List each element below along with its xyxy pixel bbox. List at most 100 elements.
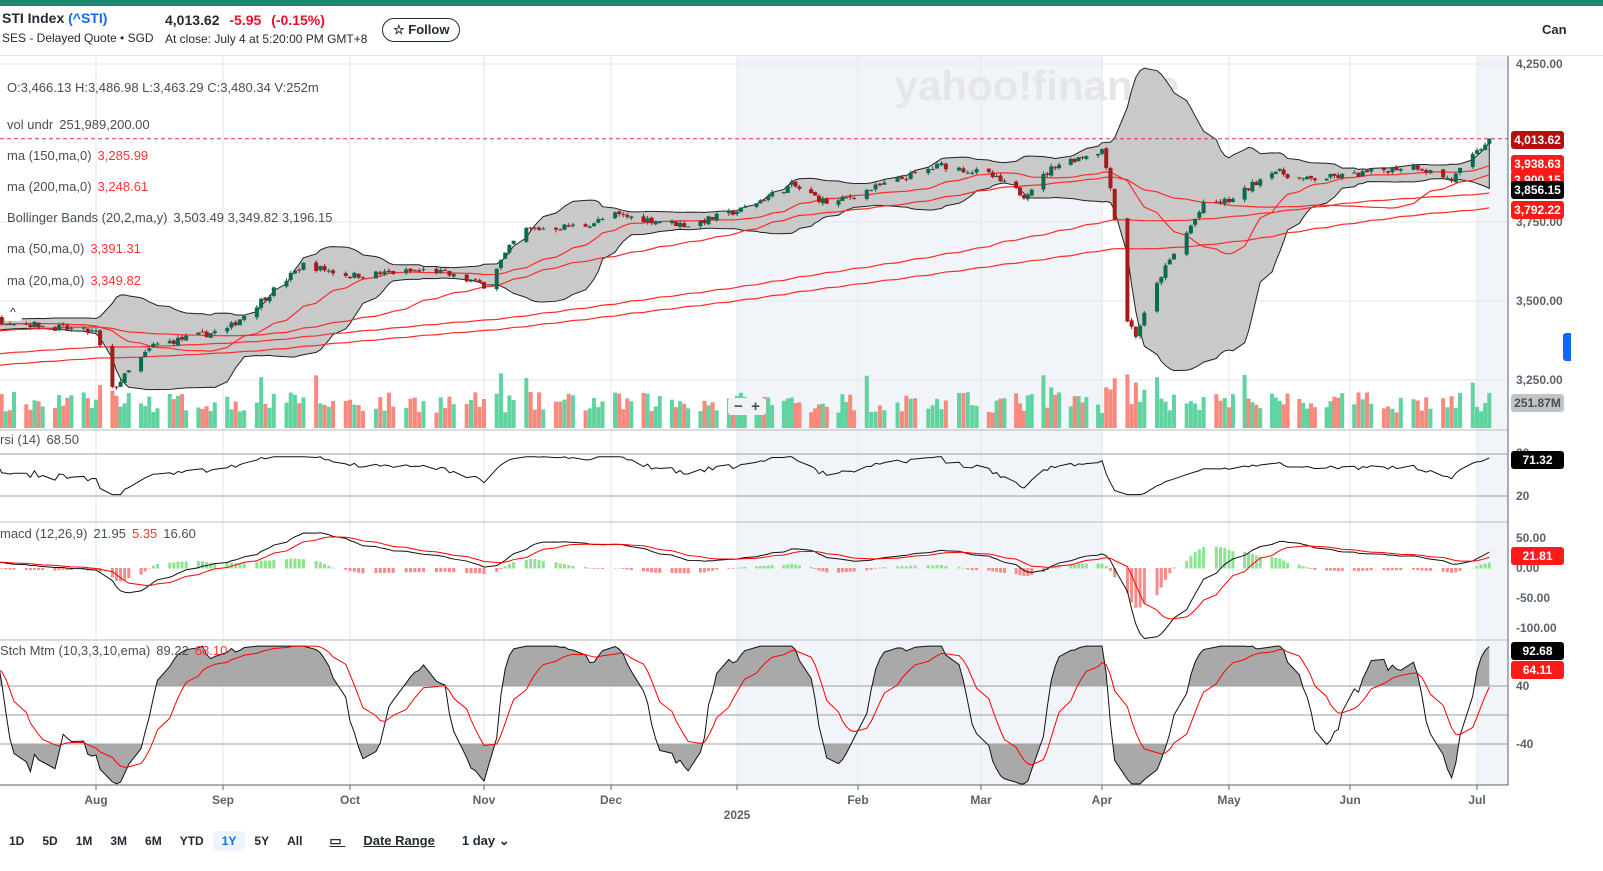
candle-body [836, 200, 841, 205]
volume-bar [714, 410, 719, 428]
macd-legend[interactable]: macd (12,26,9) 21.95 5.35 16.60 [0, 526, 196, 541]
macd-histogram-bar [939, 565, 943, 569]
stoch-legend[interactable]: Stch Mtm (10,3,3,10,ema) 89.22 68.10 [0, 643, 227, 658]
x-tick: Oct [339, 793, 361, 807]
range-ytd[interactable]: YTD [179, 834, 204, 848]
candle-body [645, 218, 650, 223]
volume-bar [1324, 407, 1329, 428]
volume-bar [583, 410, 588, 428]
volume-bar [3, 411, 8, 428]
range-1m[interactable]: 1M [75, 834, 93, 848]
candle-body [1014, 181, 1019, 189]
candle-body [498, 259, 503, 269]
cancel-button[interactable]: Can [1542, 22, 1567, 37]
volume-bar [1258, 408, 1263, 428]
volume-bar [1394, 412, 1399, 428]
macd-histogram-bar [1243, 551, 1247, 569]
macd-histogram-bar [503, 566, 507, 569]
rsi-legend[interactable]: rsi (14) 68.50 [0, 432, 79, 447]
macd-histogram-bar [1197, 549, 1201, 569]
zoom-in-button[interactable]: + [751, 398, 760, 415]
volume-bar [1305, 408, 1310, 428]
date-range-button[interactable]: ▭ Date Range [311, 830, 452, 852]
ma150-legend[interactable]: ma (150,ma,0) 3,285.99 [7, 148, 148, 163]
candle-body [965, 172, 970, 174]
macd-tick: -100.00 [1516, 621, 1557, 635]
volume-bar [1138, 401, 1143, 428]
range-5d[interactable]: 5D [42, 834, 58, 848]
macd-histogram-bar [1104, 566, 1108, 569]
candle-body [171, 340, 176, 344]
macd-histogram-bar [715, 568, 719, 570]
candle-body [1369, 168, 1374, 172]
side-panel-button[interactable] [1563, 333, 1571, 361]
macd-histogram-bar [168, 562, 172, 569]
candle-body [12, 324, 16, 326]
macd-histogram-bar [970, 568, 974, 571]
range-all[interactable]: All [287, 834, 303, 848]
candle-body [1475, 150, 1479, 154]
candle-body [1142, 312, 1147, 326]
candle-body [1227, 199, 1231, 203]
ma50-legend[interactable]: ma (50,ma,0) 3,391.31 [7, 241, 141, 256]
volume-bar [180, 393, 185, 428]
volume-bar [184, 410, 189, 428]
candle-body [0, 317, 4, 324]
zoom-out-button[interactable]: − [734, 398, 743, 415]
macd-histogram-bar [1386, 568, 1390, 571]
macd-histogram-bar [1332, 568, 1336, 571]
macd-histogram-bar [1458, 568, 1462, 571]
volume-bar [926, 408, 931, 428]
ma50-line [0, 174, 1490, 337]
bollinger-legend[interactable]: Bollinger Bands (20,2,ma,y) 3,503.49 3,34… [7, 210, 332, 225]
ma20-legend[interactable]: ma (20,ma,0) 3,349.82 [7, 273, 141, 288]
candle-body [1072, 158, 1077, 163]
volume-bar [343, 401, 348, 428]
volume-bar [208, 411, 213, 428]
candle-body [180, 336, 185, 340]
candle-body [1297, 177, 1302, 179]
range-3m[interactable]: 3M [110, 834, 128, 848]
volume-bar [356, 405, 361, 428]
candle-body [36, 322, 41, 328]
range-1y[interactable]: 1Y [212, 831, 246, 851]
range-6m[interactable]: 6M [145, 834, 162, 848]
range-1d[interactable]: 1D [9, 834, 25, 848]
macd-histogram-bar [1214, 546, 1218, 569]
macd-histogram-bar [874, 568, 878, 569]
candle-body [412, 270, 417, 272]
macd-histogram-bar [417, 568, 421, 573]
follow-button[interactable]: ☆ Follow [382, 18, 461, 42]
volume-bar [913, 398, 918, 428]
macd-histogram-bar [12, 568, 16, 570]
candle-body [326, 270, 331, 272]
candle-body [852, 197, 857, 199]
macd-histogram-bar [1254, 555, 1258, 569]
volume-bar [204, 406, 209, 428]
macd-histogram-bar [1022, 568, 1026, 577]
volume-legend[interactable]: vol undr 251,989,200.00 [7, 117, 150, 132]
volume-bar [813, 408, 818, 428]
volume-bar [1025, 395, 1030, 428]
volume-bar [1159, 398, 1164, 428]
candle-body [820, 198, 825, 204]
candle-body [1411, 164, 1416, 170]
collapse-legend-button[interactable]: ^ [4, 303, 22, 321]
macd-histogram-bar [1483, 563, 1487, 569]
volume-bar [1360, 399, 1365, 428]
interval-select[interactable]: 1 day ⌄ [461, 833, 510, 848]
candle-body [1214, 201, 1219, 203]
macd-histogram-bar [966, 568, 970, 570]
index-symbol[interactable]: (^STI) [68, 10, 108, 26]
volume-bar [24, 404, 29, 428]
macd-histogram-bar [495, 568, 499, 572]
range-5y[interactable]: 5Y [254, 834, 270, 848]
candle-body [1277, 168, 1282, 171]
candle-body [1100, 149, 1104, 154]
ma200-legend[interactable]: ma (200,ma,0) 3,248.61 [7, 179, 148, 194]
macd-histogram-bar [1113, 568, 1117, 578]
candle-body [94, 330, 98, 332]
candle-body [1246, 188, 1251, 191]
candle-body [314, 262, 319, 271]
